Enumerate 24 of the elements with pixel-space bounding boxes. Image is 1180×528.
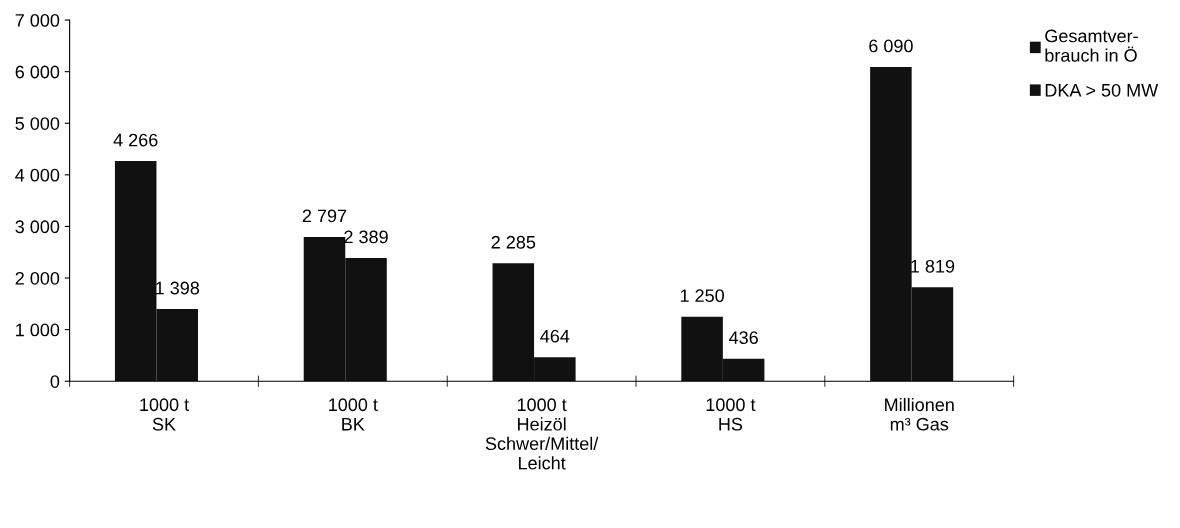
y-tick-label: 0	[50, 375, 60, 388]
x-tick-label: 1000 t HS	[706, 398, 756, 431]
data-label: 1 398	[156, 281, 200, 295]
x-tick-label: 1000 t SK	[140, 398, 189, 431]
data-label: 2 285	[491, 235, 536, 249]
y-tick-label: 5 000	[15, 117, 60, 130]
data-label: 6 090	[869, 39, 913, 53]
data-label: 4 266	[113, 133, 158, 147]
data-label: 2 797	[302, 209, 347, 223]
x-tick-label: 1000 t Heizöl Schwer/Mittel/ Leicht	[485, 398, 599, 470]
x-tick-label: 1000 t BK	[329, 398, 378, 431]
y-tick-label: 7 000	[15, 14, 60, 27]
y-tick-label: 6 000	[15, 65, 60, 79]
y-tick-label: 4 000	[15, 168, 60, 182]
y-tick-label: 1 000	[16, 323, 60, 337]
legend-label: DKA > 50 MW	[1045, 83, 1159, 97]
data-label: 436	[728, 331, 758, 345]
x-tick-label: Millionen m³ Gas	[885, 397, 954, 431]
legend-label: Gesamtver- brauch in Ö	[1045, 29, 1138, 62]
y-tick-label: 2 000	[15, 271, 60, 285]
data-label: 1 250	[680, 289, 724, 303]
y-tick-label: 3 000	[15, 220, 60, 234]
data-label: 464	[540, 329, 570, 343]
data-label: 2 389	[344, 230, 388, 244]
